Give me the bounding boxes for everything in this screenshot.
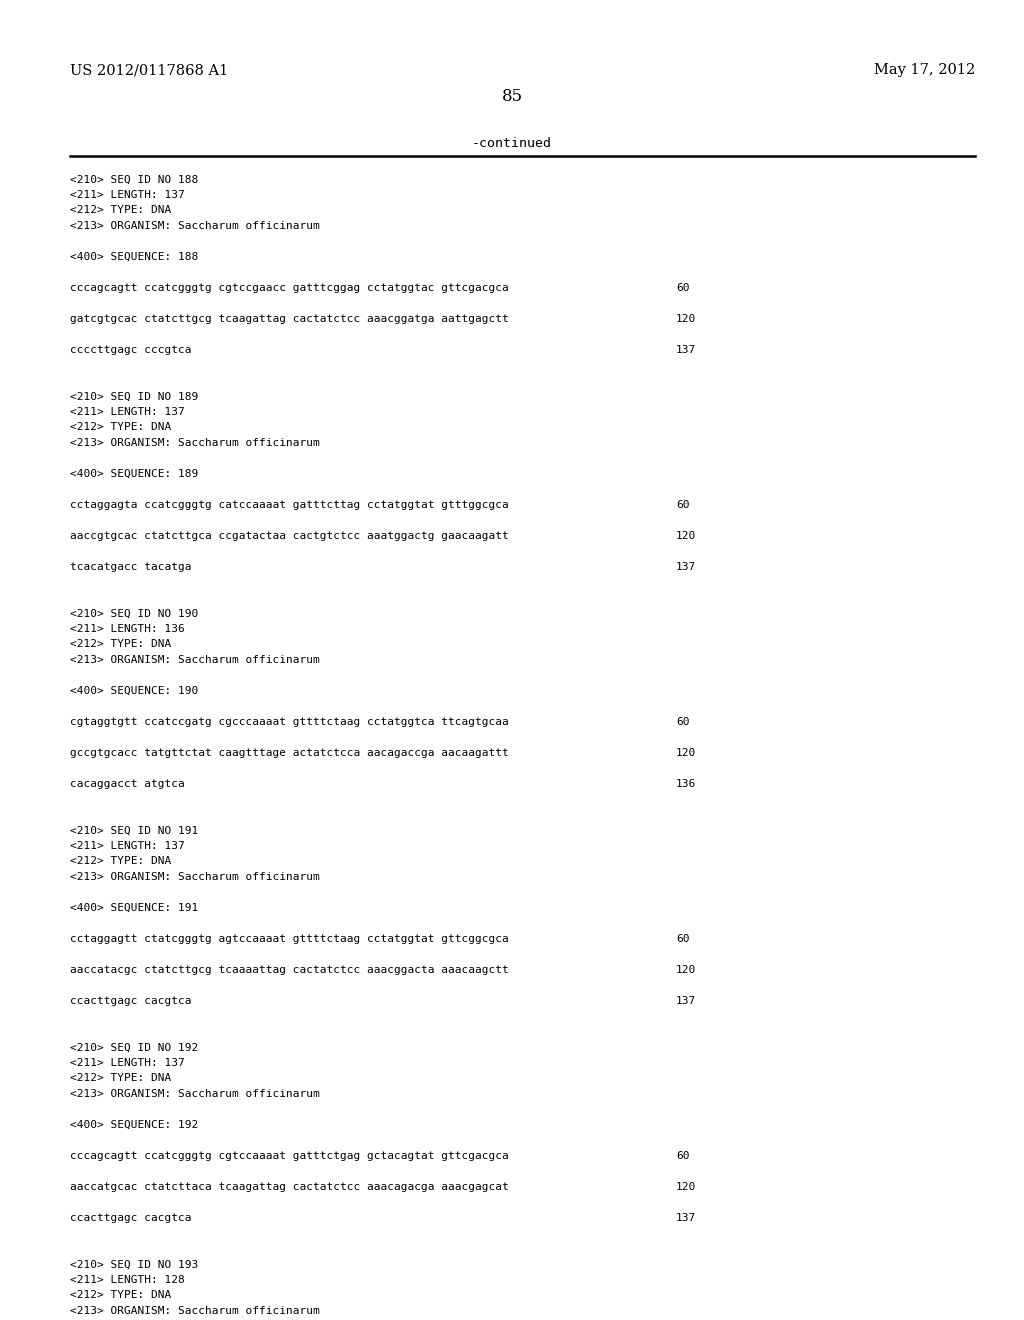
Text: 120: 120 [676, 747, 696, 758]
Text: US 2012/0117868 A1: US 2012/0117868 A1 [70, 63, 228, 78]
Text: <210> SEQ ID NO 193: <210> SEQ ID NO 193 [70, 1259, 198, 1270]
Text: <400> SEQUENCE: 191: <400> SEQUENCE: 191 [70, 903, 198, 912]
Text: 60: 60 [676, 717, 689, 727]
Text: <211> LENGTH: 137: <211> LENGTH: 137 [70, 190, 184, 199]
Text: 120: 120 [676, 531, 696, 541]
Text: tcacatgacc tacatga: tcacatgacc tacatga [70, 562, 191, 572]
Text: cgtaggtgtt ccatccgatg cgcccaaaat gttttctaag cctatggtca ttcagtgcaa: cgtaggtgtt ccatccgatg cgcccaaaat gttttct… [70, 717, 508, 727]
Text: <211> LENGTH: 137: <211> LENGTH: 137 [70, 1057, 184, 1068]
Text: <211> LENGTH: 136: <211> LENGTH: 136 [70, 624, 184, 634]
Text: <400> SEQUENCE: 190: <400> SEQUENCE: 190 [70, 686, 198, 696]
Text: <213> ORGANISM: Saccharum officinarum: <213> ORGANISM: Saccharum officinarum [70, 1089, 319, 1098]
Text: <210> SEQ ID NO 189: <210> SEQ ID NO 189 [70, 391, 198, 401]
Text: 60: 60 [676, 1151, 689, 1160]
Text: <212> TYPE: DNA: <212> TYPE: DNA [70, 857, 171, 866]
Text: <213> ORGANISM: Saccharum officinarum: <213> ORGANISM: Saccharum officinarum [70, 871, 319, 882]
Text: <400> SEQUENCE: 188: <400> SEQUENCE: 188 [70, 252, 198, 261]
Text: May 17, 2012: May 17, 2012 [873, 63, 975, 78]
Text: <211> LENGTH: 128: <211> LENGTH: 128 [70, 1275, 184, 1284]
Text: <213> ORGANISM: Saccharum officinarum: <213> ORGANISM: Saccharum officinarum [70, 655, 319, 665]
Text: 60: 60 [676, 500, 689, 510]
Text: <400> SEQUENCE: 189: <400> SEQUENCE: 189 [70, 469, 198, 479]
Text: gccgtgcacc tatgttctat caagtttage actatctcca aacagaccga aacaagattt: gccgtgcacc tatgttctat caagtttage actatct… [70, 747, 508, 758]
Text: <210> SEQ ID NO 190: <210> SEQ ID NO 190 [70, 609, 198, 618]
Text: cccagcagtt ccatcgggtg cgtccaaaat gatttctgag gctacagtat gttcgacgca: cccagcagtt ccatcgggtg cgtccaaaat gatttct… [70, 1151, 508, 1160]
Text: <210> SEQ ID NO 192: <210> SEQ ID NO 192 [70, 1043, 198, 1052]
Text: ccccttgagc cccgtca: ccccttgagc cccgtca [70, 345, 191, 355]
Text: -continued: -continued [472, 137, 552, 150]
Text: <210> SEQ ID NO 191: <210> SEQ ID NO 191 [70, 825, 198, 836]
Text: 85: 85 [502, 88, 522, 106]
Text: aaccatgcac ctatcttaca tcaagattag cactatctcc aaacagacga aaacgagcat: aaccatgcac ctatcttaca tcaagattag cactatc… [70, 1181, 508, 1192]
Text: aaccatacgc ctatcttgcg tcaaaattag cactatctcc aaacggacta aaacaagctt: aaccatacgc ctatcttgcg tcaaaattag cactatc… [70, 965, 508, 974]
Text: 60: 60 [676, 933, 689, 944]
Text: 120: 120 [676, 965, 696, 974]
Text: <213> ORGANISM: Saccharum officinarum: <213> ORGANISM: Saccharum officinarum [70, 220, 319, 231]
Text: gatcgtgcac ctatcttgcg tcaagattag cactatctcc aaacggatga aattgagctt: gatcgtgcac ctatcttgcg tcaagattag cactatc… [70, 314, 508, 323]
Text: 136: 136 [676, 779, 696, 789]
Text: <211> LENGTH: 137: <211> LENGTH: 137 [70, 407, 184, 417]
Text: 120: 120 [676, 1181, 696, 1192]
Text: cccagcagtt ccatcgggtg cgtccgaacc gatttcggag cctatggtac gttcgacgca: cccagcagtt ccatcgggtg cgtccgaacc gatttcg… [70, 282, 508, 293]
Text: cacaggacct atgtca: cacaggacct atgtca [70, 779, 184, 789]
Text: cctaggagtt ctatcgggtg agtccaaaat gttttctaag cctatggtat gttcggcgca: cctaggagtt ctatcgggtg agtccaaaat gttttct… [70, 933, 508, 944]
Text: <400> SEQUENCE: 192: <400> SEQUENCE: 192 [70, 1119, 198, 1130]
Text: cctaggagta ccatcgggtg catccaaaat gatttcttag cctatggtat gtttggcgca: cctaggagta ccatcgggtg catccaaaat gatttct… [70, 500, 508, 510]
Text: <213> ORGANISM: Saccharum officinarum: <213> ORGANISM: Saccharum officinarum [70, 1305, 319, 1316]
Text: aaccgtgcac ctatcttgca ccgatactaa cactgtctcc aaatggactg gaacaagatt: aaccgtgcac ctatcttgca ccgatactaa cactgtc… [70, 531, 508, 541]
Text: 120: 120 [676, 314, 696, 323]
Text: <212> TYPE: DNA: <212> TYPE: DNA [70, 1073, 171, 1084]
Text: <210> SEQ ID NO 188: <210> SEQ ID NO 188 [70, 174, 198, 185]
Text: <212> TYPE: DNA: <212> TYPE: DNA [70, 639, 171, 649]
Text: <211> LENGTH: 137: <211> LENGTH: 137 [70, 841, 184, 851]
Text: 60: 60 [676, 282, 689, 293]
Text: <212> TYPE: DNA: <212> TYPE: DNA [70, 422, 171, 432]
Text: <212> TYPE: DNA: <212> TYPE: DNA [70, 1290, 171, 1300]
Text: ccacttgagc cacgtca: ccacttgagc cacgtca [70, 1213, 191, 1222]
Text: ccacttgagc cacgtca: ccacttgagc cacgtca [70, 995, 191, 1006]
Text: 137: 137 [676, 562, 696, 572]
Text: <213> ORGANISM: Saccharum officinarum: <213> ORGANISM: Saccharum officinarum [70, 438, 319, 447]
Text: 137: 137 [676, 345, 696, 355]
Text: 137: 137 [676, 995, 696, 1006]
Text: <212> TYPE: DNA: <212> TYPE: DNA [70, 205, 171, 215]
Text: 137: 137 [676, 1213, 696, 1222]
